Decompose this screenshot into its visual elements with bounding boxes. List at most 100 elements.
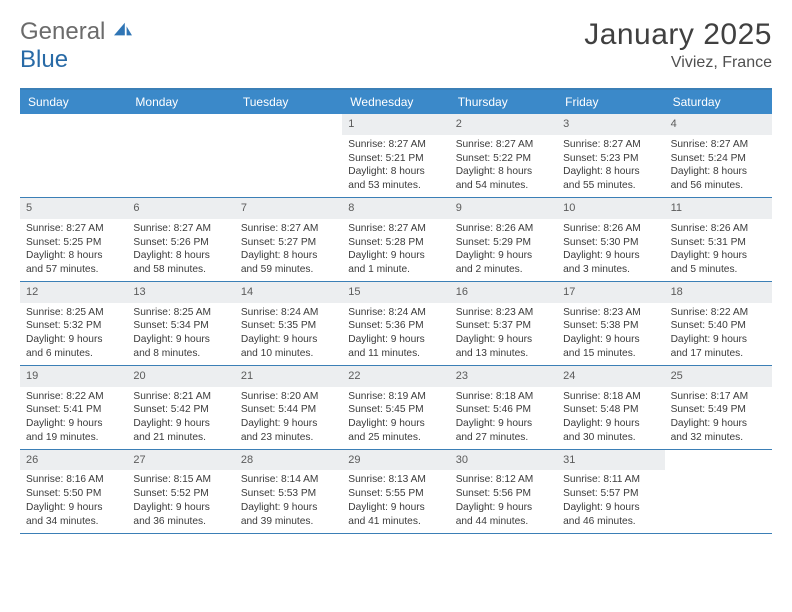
logo-text-general: General [20, 18, 105, 45]
day-cell: 16Sunrise: 8:23 AMSunset: 5:37 PMDayligh… [450, 282, 557, 365]
day-number: 1 [342, 114, 449, 135]
day-body: Sunrise: 8:27 AMSunset: 5:28 PMDaylight:… [342, 219, 449, 281]
day-body: Sunrise: 8:22 AMSunset: 5:40 PMDaylight:… [665, 303, 772, 365]
day-number: 17 [557, 282, 664, 303]
sunset-line: Sunset: 5:49 PM [671, 403, 766, 417]
sunrise-line: Sunrise: 8:24 AM [348, 306, 443, 320]
sunset-line: Sunset: 5:45 PM [348, 403, 443, 417]
day-body: Sunrise: 8:27 AMSunset: 5:27 PMDaylight:… [235, 219, 342, 281]
day-body: Sunrise: 8:24 AMSunset: 5:36 PMDaylight:… [342, 303, 449, 365]
day-number: 27 [127, 450, 234, 471]
logo: General Blue [20, 18, 134, 74]
day-cell: 13Sunrise: 8:25 AMSunset: 5:34 PMDayligh… [127, 282, 234, 365]
sunset-line: Sunset: 5:38 PM [563, 319, 658, 333]
day-cell: 23Sunrise: 8:18 AMSunset: 5:46 PMDayligh… [450, 366, 557, 449]
sunrise-line: Sunrise: 8:14 AM [241, 473, 336, 487]
logo-text: General Blue [20, 18, 134, 74]
day-number: 16 [450, 282, 557, 303]
sunset-line: Sunset: 5:50 PM [26, 487, 121, 501]
sunrise-line: Sunrise: 8:27 AM [133, 222, 228, 236]
daylight-line: Daylight: 9 hours and 23 minutes. [241, 417, 336, 445]
title-block: January 2025 Viviez, France [584, 18, 772, 72]
header: General Blue January 2025 Viviez, France [20, 18, 772, 74]
sunrise-line: Sunrise: 8:26 AM [563, 222, 658, 236]
day-number: 30 [450, 450, 557, 471]
daylight-line: Daylight: 9 hours and 30 minutes. [563, 417, 658, 445]
day-cell: . [127, 114, 234, 197]
daylight-line: Daylight: 9 hours and 6 minutes. [26, 333, 121, 361]
daylight-line: Daylight: 9 hours and 1 minute. [348, 249, 443, 277]
daylight-line: Daylight: 8 hours and 55 minutes. [563, 165, 658, 193]
day-body: Sunrise: 8:18 AMSunset: 5:46 PMDaylight:… [450, 387, 557, 449]
daylight-line: Daylight: 9 hours and 2 minutes. [456, 249, 551, 277]
day-number: 22 [342, 366, 449, 387]
daylight-line: Daylight: 9 hours and 17 minutes. [671, 333, 766, 361]
day-cell: 2Sunrise: 8:27 AMSunset: 5:22 PMDaylight… [450, 114, 557, 197]
day-cell: . [235, 114, 342, 197]
day-cell: 30Sunrise: 8:12 AMSunset: 5:56 PMDayligh… [450, 450, 557, 533]
sunrise-line: Sunrise: 8:27 AM [563, 138, 658, 152]
day-body: Sunrise: 8:26 AMSunset: 5:30 PMDaylight:… [557, 219, 664, 281]
day-body: Sunrise: 8:26 AMSunset: 5:29 PMDaylight:… [450, 219, 557, 281]
daylight-line: Daylight: 9 hours and 32 minutes. [671, 417, 766, 445]
sunset-line: Sunset: 5:53 PM [241, 487, 336, 501]
daylight-line: Daylight: 9 hours and 27 minutes. [456, 417, 551, 445]
day-cell: 14Sunrise: 8:24 AMSunset: 5:35 PMDayligh… [235, 282, 342, 365]
day-cell: 18Sunrise: 8:22 AMSunset: 5:40 PMDayligh… [665, 282, 772, 365]
day-cell: 24Sunrise: 8:18 AMSunset: 5:48 PMDayligh… [557, 366, 664, 449]
sunrise-line: Sunrise: 8:22 AM [26, 390, 121, 404]
daylight-line: Daylight: 9 hours and 13 minutes. [456, 333, 551, 361]
sunrise-line: Sunrise: 8:13 AM [348, 473, 443, 487]
sunset-line: Sunset: 5:42 PM [133, 403, 228, 417]
daylight-line: Daylight: 9 hours and 21 minutes. [133, 417, 228, 445]
sunset-line: Sunset: 5:21 PM [348, 152, 443, 166]
daylight-line: Daylight: 9 hours and 46 minutes. [563, 501, 658, 529]
sunset-line: Sunset: 5:24 PM [671, 152, 766, 166]
day-cell: . [20, 114, 127, 197]
day-cell: 25Sunrise: 8:17 AMSunset: 5:49 PMDayligh… [665, 366, 772, 449]
sunset-line: Sunset: 5:46 PM [456, 403, 551, 417]
day-cell: 4Sunrise: 8:27 AMSunset: 5:24 PMDaylight… [665, 114, 772, 197]
weekday-header: Saturday [665, 90, 772, 114]
day-cell: 5Sunrise: 8:27 AMSunset: 5:25 PMDaylight… [20, 198, 127, 281]
sunrise-line: Sunrise: 8:27 AM [26, 222, 121, 236]
day-number: 26 [20, 450, 127, 471]
week-row: 5Sunrise: 8:27 AMSunset: 5:25 PMDaylight… [20, 198, 772, 282]
week-row: 19Sunrise: 8:22 AMSunset: 5:41 PMDayligh… [20, 366, 772, 450]
daylight-line: Daylight: 8 hours and 59 minutes. [241, 249, 336, 277]
day-cell: 15Sunrise: 8:24 AMSunset: 5:36 PMDayligh… [342, 282, 449, 365]
sunset-line: Sunset: 5:37 PM [456, 319, 551, 333]
day-number: 6 [127, 198, 234, 219]
sunrise-line: Sunrise: 8:17 AM [671, 390, 766, 404]
day-cell: 17Sunrise: 8:23 AMSunset: 5:38 PMDayligh… [557, 282, 664, 365]
daylight-line: Daylight: 8 hours and 56 minutes. [671, 165, 766, 193]
day-body: Sunrise: 8:25 AMSunset: 5:32 PMDaylight:… [20, 303, 127, 365]
sunrise-line: Sunrise: 8:16 AM [26, 473, 121, 487]
sunset-line: Sunset: 5:52 PM [133, 487, 228, 501]
sunset-line: Sunset: 5:31 PM [671, 236, 766, 250]
day-body: Sunrise: 8:21 AMSunset: 5:42 PMDaylight:… [127, 387, 234, 449]
day-number: 5 [20, 198, 127, 219]
sunrise-line: Sunrise: 8:27 AM [456, 138, 551, 152]
daylight-line: Daylight: 8 hours and 54 minutes. [456, 165, 551, 193]
day-number: 3 [557, 114, 664, 135]
sunrise-line: Sunrise: 8:20 AM [241, 390, 336, 404]
day-number: 29 [342, 450, 449, 471]
day-number: 23 [450, 366, 557, 387]
day-body: Sunrise: 8:27 AMSunset: 5:22 PMDaylight:… [450, 135, 557, 197]
day-number: 7 [235, 198, 342, 219]
day-cell: 8Sunrise: 8:27 AMSunset: 5:28 PMDaylight… [342, 198, 449, 281]
sunset-line: Sunset: 5:35 PM [241, 319, 336, 333]
day-body: Sunrise: 8:16 AMSunset: 5:50 PMDaylight:… [20, 470, 127, 532]
sunset-line: Sunset: 5:30 PM [563, 236, 658, 250]
sunrise-line: Sunrise: 8:27 AM [348, 222, 443, 236]
day-body: Sunrise: 8:19 AMSunset: 5:45 PMDaylight:… [342, 387, 449, 449]
sunset-line: Sunset: 5:25 PM [26, 236, 121, 250]
sunrise-line: Sunrise: 8:19 AM [348, 390, 443, 404]
day-cell: 9Sunrise: 8:26 AMSunset: 5:29 PMDaylight… [450, 198, 557, 281]
sunset-line: Sunset: 5:23 PM [563, 152, 658, 166]
sunrise-line: Sunrise: 8:11 AM [563, 473, 658, 487]
day-body: Sunrise: 8:24 AMSunset: 5:35 PMDaylight:… [235, 303, 342, 365]
sunrise-line: Sunrise: 8:26 AM [671, 222, 766, 236]
day-body: Sunrise: 8:27 AMSunset: 5:25 PMDaylight:… [20, 219, 127, 281]
